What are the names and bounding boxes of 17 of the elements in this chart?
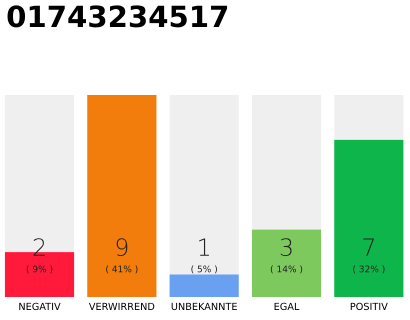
- data-label: 3: [280, 238, 292, 256]
- annotation: ( 9% ): [26, 265, 52, 274]
- annotation: ( 41% ): [106, 265, 138, 274]
- x-tick-label: VERWIRREND: [88, 302, 154, 310]
- data-label: 9: [116, 238, 128, 256]
- bar: [170, 274, 239, 297]
- x-tick-label: UNBEKANNTE: [172, 302, 237, 310]
- annotation: ( 32% ): [353, 265, 384, 274]
- x-tick-label: POSITIV: [350, 302, 388, 310]
- data-label: 7: [363, 238, 374, 256]
- data-label: 2: [34, 238, 45, 256]
- data-label: 1: [199, 238, 209, 256]
- annotation: ( 14% ): [270, 265, 302, 274]
- annotation: ( 5% ): [191, 265, 217, 274]
- x-tick-label: EGAL: [274, 302, 300, 310]
- chart-title: 01743234517: [8, 5, 228, 28]
- x-tick-label: NEGATIV: [19, 302, 61, 310]
